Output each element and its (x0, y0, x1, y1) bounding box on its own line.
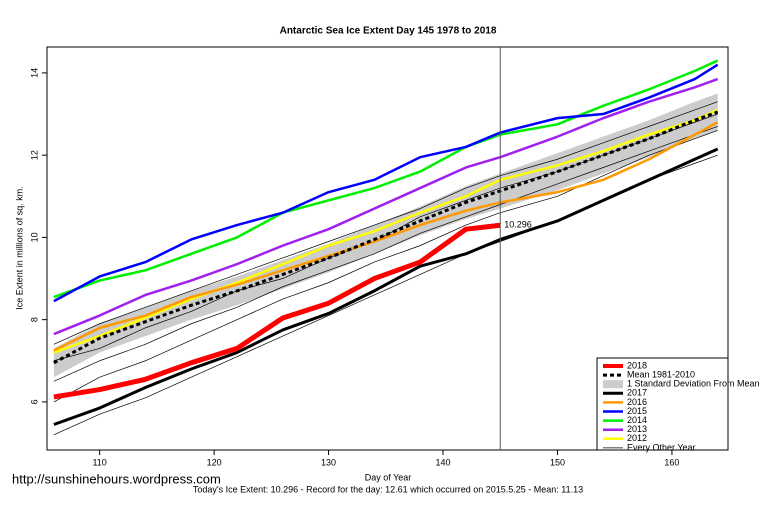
x-axis-label: Day of Year (365, 472, 412, 482)
legend-label: 2012 (627, 433, 647, 443)
y-axis-label: Ice Extent in millions of sq. km. (14, 186, 24, 310)
plot-frame (46, 46, 729, 451)
legend-label: Every Other Year (627, 442, 696, 452)
x-tick-label: 160 (664, 457, 679, 467)
value-label: 10.296 (504, 220, 532, 230)
series-line (53, 77, 719, 336)
series-line (53, 63, 719, 303)
x-tick-label: 140 (435, 457, 450, 467)
series-line (53, 110, 719, 365)
x-tick-label: 110 (92, 457, 106, 467)
series-line (53, 108, 719, 354)
chart-title: Antarctic Sea Ice Extent Day 145 1978 to… (280, 26, 497, 37)
series-line (53, 121, 719, 352)
legend-label: Mean 1981-2010 (627, 369, 695, 379)
x-tick-label: 150 (550, 457, 565, 467)
legend-box (596, 357, 729, 451)
y-tick-label: 10 (29, 232, 39, 242)
legend-label: 2018 (627, 360, 647, 370)
x-tick-label: 130 (321, 457, 336, 467)
source: http://sunshinehours.wordpress.com (12, 471, 221, 486)
series-line (53, 222, 501, 400)
legend-label: 2015 (627, 406, 647, 416)
legend-label: 2014 (627, 415, 647, 425)
legend-label: 2017 (627, 388, 647, 398)
other-year-line (53, 126, 718, 382)
footer: Today's Ice Extent: 10.296 - Record for … (193, 484, 583, 494)
x-tick-label: 120 (207, 457, 222, 467)
legend-label: 2013 (627, 424, 647, 434)
y-tick-label: 8 (29, 317, 39, 322)
legend-label: 2016 (627, 397, 647, 407)
other-year-line (53, 101, 718, 345)
series-line (53, 147, 719, 426)
legend-swatch (603, 380, 623, 389)
series-line (53, 59, 719, 299)
y-tick-label: 6 (29, 399, 39, 404)
y-tick-label: 12 (29, 150, 39, 160)
y-tick-label: 14 (29, 68, 39, 78)
legend-label: 1 Standard Deviation From Mean (627, 379, 760, 389)
other-year-line (53, 130, 718, 403)
